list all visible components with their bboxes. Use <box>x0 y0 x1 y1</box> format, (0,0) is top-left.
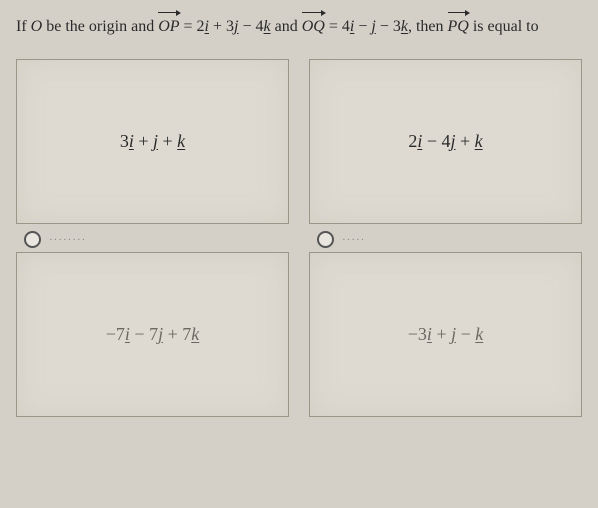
opt-d-c1: −3 <box>408 324 427 344</box>
radio-circle-icon <box>317 231 334 248</box>
q-then: , then <box>408 18 448 35</box>
opt-c-c1: −7 <box>106 324 125 344</box>
opt-b-s1: − 4 <box>422 131 450 151</box>
opt-d-expr: −3i + j − k <box>408 324 484 345</box>
q-O: O <box>31 18 43 35</box>
option-d-box: −3i + j − k <box>309 252 582 417</box>
opt-c-k: k <box>191 324 199 344</box>
opt-b-expr: 2i − 4j + k <box>408 131 482 152</box>
q-eq1: = 2 <box>180 18 205 35</box>
opt-d-k: k <box>475 324 483 344</box>
option-c[interactable]: −7i − 7j + 7k <box>16 252 289 417</box>
vec-PQ: PQ <box>448 12 469 39</box>
q-prefix: If <box>16 18 31 35</box>
q-minus3: − 3 <box>376 18 401 35</box>
option-b[interactable]: 2i − 4j + k ····· <box>309 59 582 224</box>
opt-b-s2: + <box>456 131 475 151</box>
q-and: and <box>271 18 302 35</box>
radio-b-label: ····· <box>342 234 365 246</box>
question-text: If O be the origin and OP = 2i + 3j − 4k… <box>16 12 582 39</box>
radio-a-label: ········ <box>49 234 86 246</box>
q-mid1: be the origin and <box>42 18 158 35</box>
opt-b-c1: 2 <box>408 131 417 151</box>
q-is: is equal to <box>469 18 539 35</box>
q-k2: k <box>401 18 408 35</box>
opt-d-s2: − <box>456 324 475 344</box>
vec-OQ: OQ <box>302 12 325 39</box>
q-eq2: = 4 <box>325 18 350 35</box>
q-plus3: + 3 <box>209 18 234 35</box>
opt-a-expr: 3i + j + k <box>120 131 185 152</box>
opt-c-s2: + 7 <box>163 324 191 344</box>
option-b-radio[interactable]: ····· <box>317 231 365 248</box>
option-d[interactable]: −3i + j − k <box>309 252 582 417</box>
opt-a-s1: + <box>134 131 153 151</box>
option-b-box: 2i − 4j + k <box>309 59 582 224</box>
opt-a-c1: 3 <box>120 131 129 151</box>
option-a-box: 3i + j + k <box>16 59 289 224</box>
opt-c-expr: −7i − 7j + 7k <box>106 324 200 345</box>
option-c-box: −7i − 7j + 7k <box>16 252 289 417</box>
option-a[interactable]: 3i + j + k ········ <box>16 59 289 224</box>
q-minus1: − <box>354 18 371 35</box>
radio-circle-icon <box>24 231 41 248</box>
opt-c-s1: − 7 <box>130 324 158 344</box>
q-k1: k <box>264 18 271 35</box>
opt-d-s1: + <box>432 324 451 344</box>
option-a-radio[interactable]: ········ <box>24 231 86 248</box>
options-grid: 3i + j + k ········ 2i − 4j + k ····· −7… <box>16 59 582 417</box>
opt-a-s2: + <box>158 131 177 151</box>
vec-OP: OP <box>158 12 179 39</box>
opt-b-k: k <box>475 131 483 151</box>
opt-a-k: k <box>177 131 185 151</box>
q-minus4: − 4 <box>238 18 263 35</box>
